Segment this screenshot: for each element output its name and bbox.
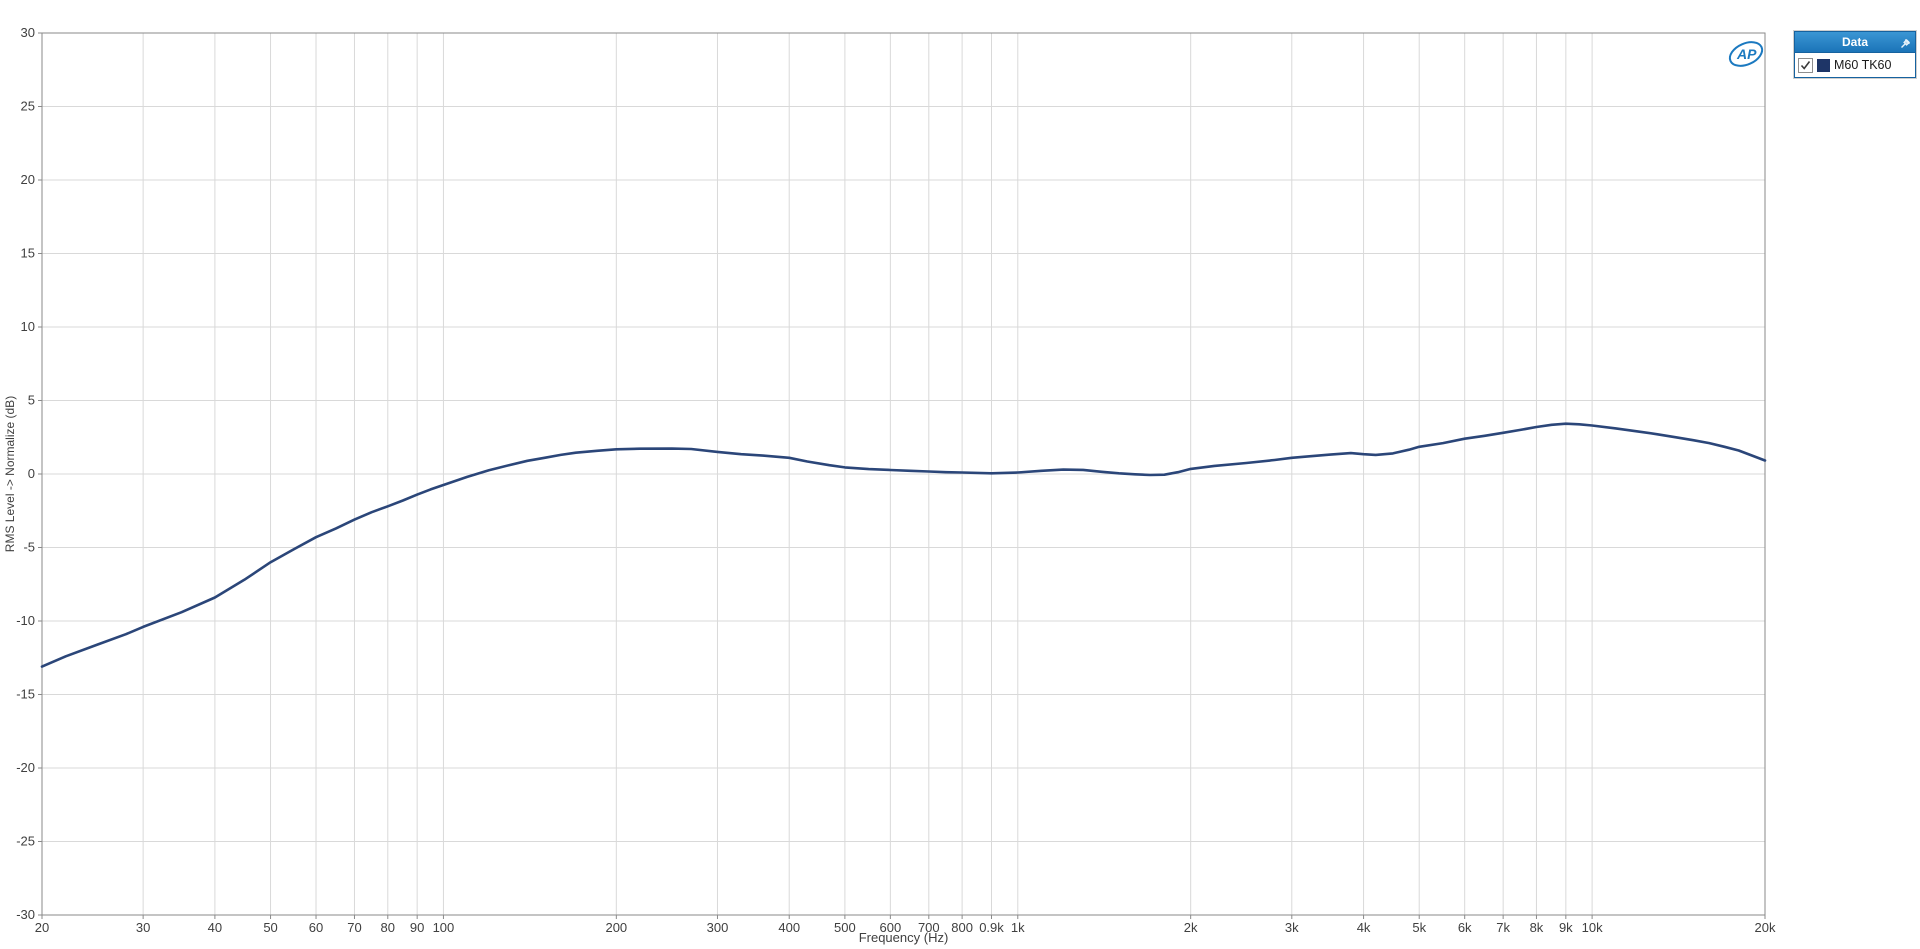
x-tick-label: 20 xyxy=(35,920,49,935)
x-tick-label: 60 xyxy=(309,920,323,935)
legend-item: M60 TK60 xyxy=(1795,53,1915,77)
y-tick-label: -25 xyxy=(16,834,35,849)
x-tick-label: 400 xyxy=(778,920,800,935)
x-tick-label: 8k xyxy=(1530,920,1544,935)
y-tick-label: -15 xyxy=(16,687,35,702)
y-tick-label: 10 xyxy=(21,319,35,334)
series-visibility-checkbox[interactable] xyxy=(1798,57,1813,73)
y-tick-label: 30 xyxy=(21,25,35,40)
x-tick-label: 200 xyxy=(605,920,627,935)
legend-header[interactable]: Data xyxy=(1795,32,1915,52)
y-axis-title: RMS Level -> Normalize (dB) xyxy=(3,395,17,553)
y-tick-label: -5 xyxy=(23,540,35,555)
y-tick-label: 5 xyxy=(28,393,35,408)
x-tick-label: 6k xyxy=(1458,920,1472,935)
y-tick-label: 0 xyxy=(28,466,35,481)
x-tick-label: 5k xyxy=(1412,920,1426,935)
y-tick-label: 25 xyxy=(21,99,35,114)
series-label: M60 TK60 xyxy=(1834,58,1892,72)
response-curve xyxy=(40,422,1767,668)
ap-logo: AP xyxy=(1724,36,1768,72)
x-tick-label: 7k xyxy=(1496,920,1510,935)
x-tick-label: 40 xyxy=(208,920,222,935)
x-tick-label: 9k xyxy=(1559,920,1573,935)
pin-icon[interactable] xyxy=(1900,36,1912,48)
x-tick-label: 3k xyxy=(1285,920,1299,935)
y-tick-label: 20 xyxy=(21,172,35,187)
x-tick-label: 70 xyxy=(347,920,361,935)
y-tick-label: -10 xyxy=(16,613,35,628)
x-tick-label: 10k xyxy=(1582,920,1603,935)
x-tick-label: 700 xyxy=(918,920,940,935)
x-tick-label: 1k xyxy=(1011,920,1025,935)
x-tick-label: 80 xyxy=(381,920,395,935)
x-tick-label: 50 xyxy=(263,920,277,935)
y-tick-label: 15 xyxy=(21,246,35,261)
x-axis-title: Frequency (Hz) xyxy=(858,930,949,945)
y-tick-label: -30 xyxy=(16,907,35,922)
ap-logo-ellipse xyxy=(1728,41,1764,67)
x-tick-label: 30 xyxy=(136,920,150,935)
x-tick-label: 2k xyxy=(1184,920,1198,935)
x-tick-label: 500 xyxy=(834,920,856,935)
y-tick-label: -20 xyxy=(16,760,35,775)
x-tick-label: 600 xyxy=(880,920,902,935)
x-tick-label: 90 xyxy=(410,920,424,935)
x-tick-label: 20k xyxy=(1755,920,1776,935)
legend-title: Data xyxy=(1841,35,1868,49)
x-tick-label: 0.9k xyxy=(979,920,1004,935)
x-tick-label: 800 xyxy=(951,920,973,935)
legend-body: M60 TK60 xyxy=(1795,52,1915,77)
x-tick-label: 100 xyxy=(433,920,455,935)
x-tick-label: 300 xyxy=(707,920,729,935)
ap-logo-text: AP xyxy=(1736,46,1757,62)
x-tick-label: 4k xyxy=(1357,920,1371,935)
legend-panel: Data M60 TK60 xyxy=(1794,31,1916,78)
series-color-swatch xyxy=(1817,58,1830,72)
